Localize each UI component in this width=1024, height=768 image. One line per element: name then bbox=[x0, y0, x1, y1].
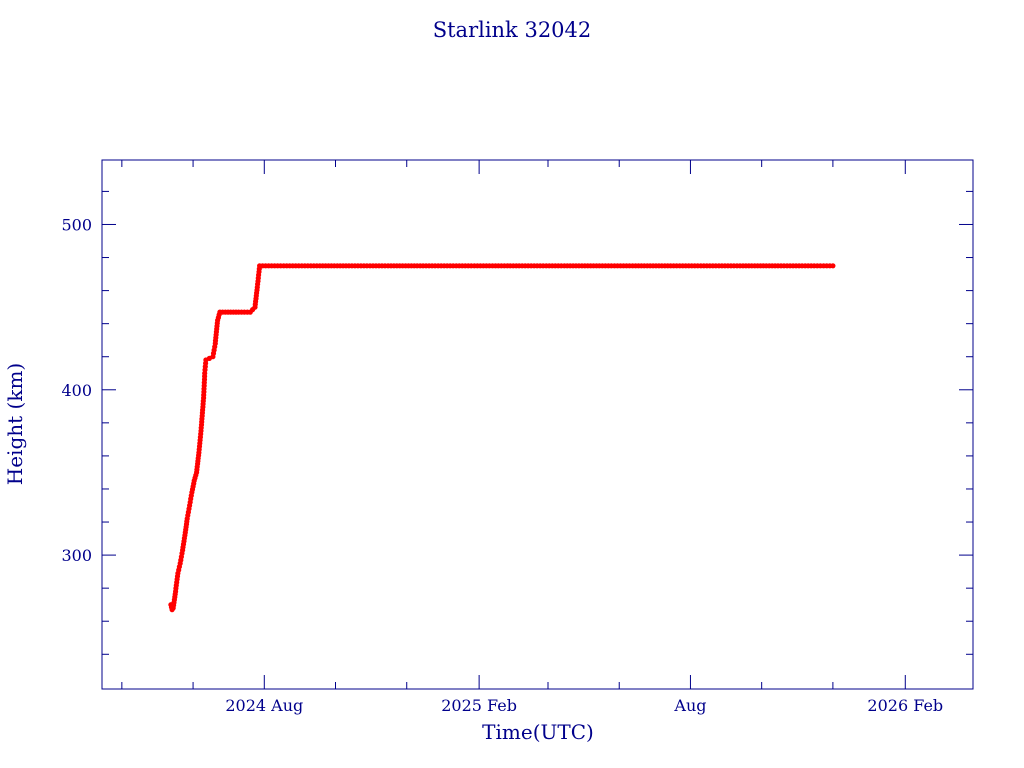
y-tick-label: 300 bbox=[61, 546, 92, 565]
data-point bbox=[830, 263, 836, 269]
series-line bbox=[170, 265, 833, 612]
y-axis-label: Height (km) bbox=[3, 363, 27, 485]
x-tick-label: 2026 Feb bbox=[867, 696, 943, 715]
data-series bbox=[168, 263, 836, 613]
chart-title: Starlink 32042 bbox=[433, 18, 592, 42]
axes: 2024 Aug 2025 Feb Aug 2026 Feb 300 400 500 bbox=[61, 160, 973, 715]
y-tick-label: 500 bbox=[61, 215, 92, 234]
y-tick-label: 400 bbox=[61, 381, 92, 400]
x-tick-label: 2025 Feb bbox=[441, 696, 517, 715]
x-tick-label: Aug bbox=[673, 696, 706, 715]
x-tick-label: 2024 Aug bbox=[225, 696, 303, 715]
x-axis-label: Time(UTC) bbox=[482, 720, 594, 744]
plot-frame bbox=[101, 159, 974, 690]
